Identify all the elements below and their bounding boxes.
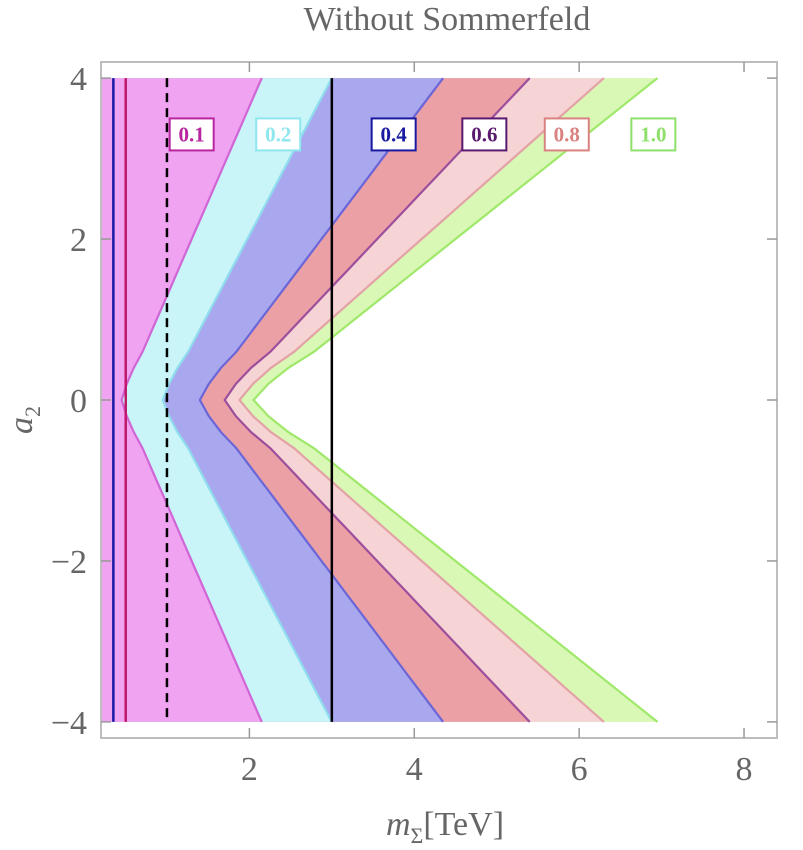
contour-label-text: 0.4 <box>381 122 408 146</box>
y-tick-label: −2 <box>51 544 87 581</box>
chart-title: Without Sommerfeld <box>304 1 591 38</box>
x-tick-label: 6 <box>571 751 588 788</box>
contour-label-text: 0.2 <box>265 122 291 146</box>
contour-line-1.0 <box>252 77 659 723</box>
x-axis-label: mΣ[TeV] <box>386 806 504 848</box>
contour-label-text: 0.8 <box>554 122 580 146</box>
contour-line-0.6 <box>223 77 531 723</box>
contour-label-box <box>168 117 215 152</box>
contour-line-0.1 <box>120 77 263 723</box>
y-axis: −4 −2 0 2 4 <box>51 61 777 742</box>
contour-line-0.8 <box>238 77 605 723</box>
contour-label-1.0: 1.0 <box>630 117 677 152</box>
contour-label-text: 0.6 <box>471 122 497 146</box>
contour-label-box <box>370 117 417 152</box>
contour-region-0.1 <box>101 78 262 722</box>
contour-label-box <box>630 117 677 152</box>
contour-label-0.1: 0.1 <box>168 117 215 152</box>
vertical-lines <box>112 78 334 722</box>
contour-line-0.4 <box>198 77 444 723</box>
x-tick-label: 8 <box>736 751 753 788</box>
y-tick-label: 0 <box>70 383 87 420</box>
contour-labels: 0.1 0.2 0.4 0.6 0.8 1.0 <box>168 117 677 152</box>
x-tick-label: 2 <box>241 751 258 788</box>
y-tick-label: 2 <box>70 222 87 259</box>
y-tick-label: 4 <box>70 61 87 98</box>
contour-line-0.2 <box>161 77 333 723</box>
x-axis: 2 4 6 8 <box>241 62 753 788</box>
x-tick-label: 4 <box>406 751 423 788</box>
contour-label-box <box>543 117 590 152</box>
contour-label-text: 1.0 <box>640 122 666 146</box>
contour-regions <box>101 77 659 723</box>
contour-label-box <box>255 117 302 152</box>
y-axis-label: a2 <box>3 406 45 434</box>
contour-label-0.2: 0.2 <box>255 117 302 152</box>
contour-label-0.8: 0.8 <box>543 117 590 152</box>
contour-label-0.6: 0.6 <box>461 117 508 152</box>
contour-label-text: 0.1 <box>179 122 205 146</box>
y-tick-label: −4 <box>51 705 87 742</box>
contour-label-0.4: 0.4 <box>370 117 417 152</box>
contour-label-box <box>461 117 508 152</box>
